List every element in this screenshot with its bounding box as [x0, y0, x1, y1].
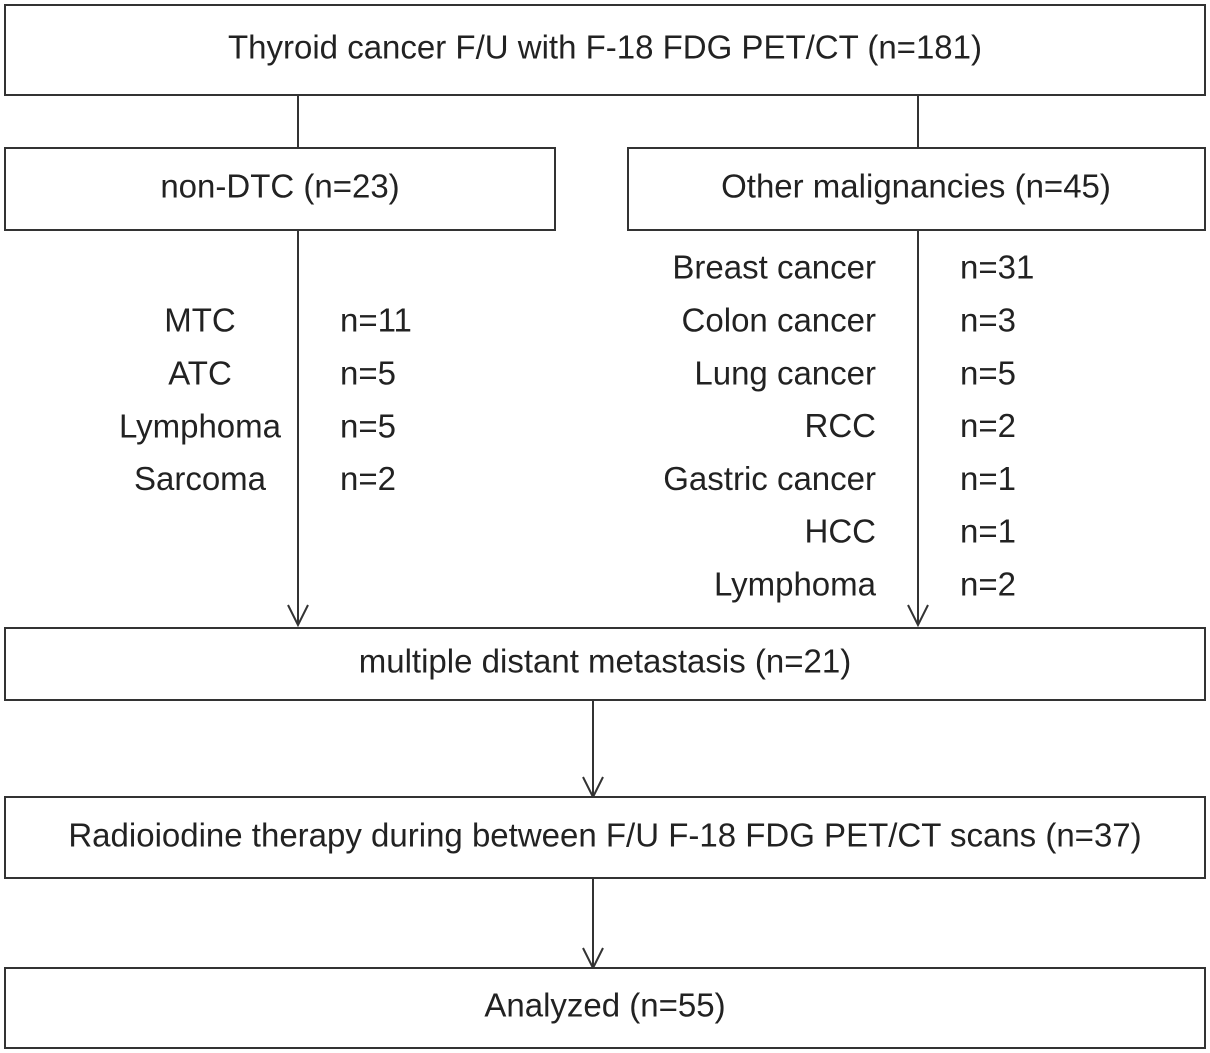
box — [4, 4, 1206, 96]
box-label: Thyroid cancer F/U with F-18 FDG PET/CT … — [228, 29, 982, 66]
arrow-head — [907, 604, 929, 628]
item-count: n=31 — [960, 249, 1034, 286]
item-name: HCC — [805, 513, 877, 550]
item-name: MTC — [164, 302, 235, 339]
item-count: n=2 — [960, 407, 1016, 444]
item-name: Lung cancer — [694, 354, 876, 391]
box-label: Other malignancies (n=45) — [721, 168, 1111, 205]
item-name: Breast cancer — [672, 249, 876, 286]
item-name: Gastric cancer — [663, 460, 876, 497]
box — [4, 627, 1206, 701]
box — [4, 147, 556, 231]
box-label: multiple distant metastasis (n=21) — [359, 643, 851, 680]
item-count: n=11 — [340, 302, 412, 339]
item-name: Sarcoma — [134, 460, 267, 497]
arrow-head — [287, 604, 309, 628]
item-count: n=1 — [960, 513, 1016, 550]
item-name: ATC — [168, 355, 232, 392]
box-label: non-DTC (n=23) — [160, 168, 399, 205]
item-name: Lymphoma — [119, 407, 282, 444]
box — [4, 967, 1206, 1049]
item-name: RCC — [805, 407, 877, 444]
item-count: n=2 — [960, 566, 1016, 603]
box — [627, 147, 1206, 231]
item-name: Lymphoma — [714, 566, 877, 603]
box-label: Radioiodine therapy during between F/U F… — [68, 817, 1141, 854]
item-count: n=3 — [960, 302, 1016, 339]
item-count: n=5 — [340, 355, 396, 392]
box-label: Analyzed (n=55) — [484, 987, 725, 1024]
item-name: Colon cancer — [682, 302, 876, 339]
item-count: n=1 — [960, 460, 1016, 497]
box — [4, 796, 1206, 879]
item-count: n=5 — [960, 354, 1016, 391]
item-count: n=5 — [340, 407, 396, 444]
item-count: n=2 — [340, 460, 396, 497]
